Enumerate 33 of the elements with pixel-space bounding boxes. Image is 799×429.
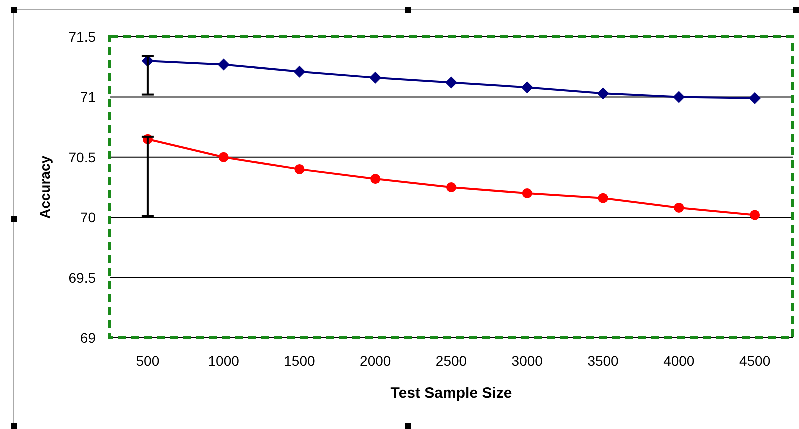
x-axis-title: Test Sample Size [390,385,512,402]
y-axis-title: Accuracy [37,156,53,220]
y-tick-label: 69 [80,330,96,346]
x-tick-label: 1500 [284,353,316,369]
point [674,202,684,213]
point [750,210,760,220]
x-tick-label: 3000 [512,353,544,369]
x-tick-label: 2500 [436,353,468,369]
point [446,182,456,192]
x-tick-label: 2000 [360,353,392,369]
point [218,152,229,162]
x-tick-label: 4000 [664,353,695,369]
point [522,188,532,199]
point [294,164,305,174]
point [521,82,534,94]
point [370,174,381,184]
y-tick-label: 70 [80,210,96,226]
point [673,91,686,104]
x-tick-label: 1000 [208,353,240,369]
x-tick-label: 4500 [739,353,771,369]
y-tick-label: 69.5 [68,270,96,286]
point [446,76,458,89]
point [294,66,306,78]
point [597,88,610,100]
y-tick-label: 71 [80,89,96,106]
point [749,92,762,104]
point [598,193,608,204]
point [218,58,230,71]
point [370,72,382,84]
x-tick-label: 500 [136,353,160,369]
y-tick-label: 71.5 [68,29,96,45]
x-tick-label: 3500 [588,353,620,369]
y-tick-label: 70.5 [68,149,96,166]
